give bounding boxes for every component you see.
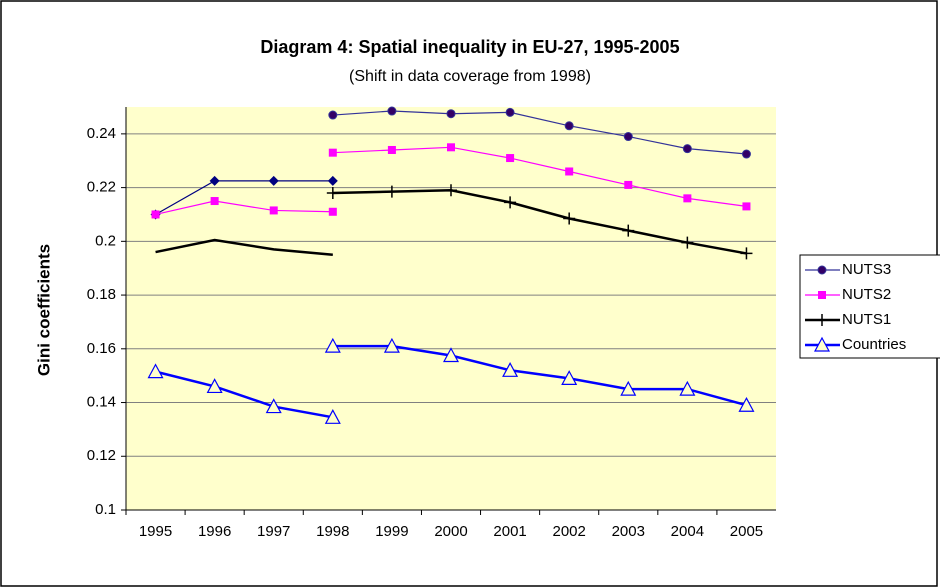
marker bbox=[327, 175, 338, 186]
y-tick-label: 0.1 bbox=[95, 501, 116, 518]
marker bbox=[147, 363, 164, 379]
marker bbox=[269, 206, 278, 215]
marker bbox=[326, 186, 339, 199]
y-axis-label: Gini coefficients bbox=[34, 244, 53, 376]
marker bbox=[622, 224, 635, 237]
legend-label: NUTS3 bbox=[842, 261, 891, 278]
x-tick-label: 1996 bbox=[198, 523, 231, 540]
marker bbox=[740, 247, 753, 260]
marker bbox=[206, 378, 223, 394]
y-tick-label: 0.24 bbox=[87, 125, 116, 142]
marker bbox=[623, 132, 633, 142]
marker bbox=[741, 149, 751, 159]
marker bbox=[447, 143, 455, 152]
marker bbox=[816, 314, 828, 326]
series-line bbox=[332, 189, 747, 255]
marker bbox=[502, 362, 519, 377]
y-tick-label: 0.16 bbox=[87, 340, 116, 357]
series-line bbox=[332, 146, 747, 208]
marker bbox=[681, 236, 694, 249]
marker bbox=[563, 212, 576, 225]
x-tick-label: 1995 bbox=[139, 523, 172, 540]
marker bbox=[813, 336, 831, 352]
marker bbox=[209, 175, 220, 186]
chart-title: Diagram 4: Spatial inequality in EU-27, … bbox=[260, 37, 679, 57]
series-line bbox=[155, 238, 333, 257]
marker bbox=[742, 202, 751, 211]
marker bbox=[679, 380, 696, 396]
series-line bbox=[332, 110, 747, 155]
y-tick-label: 0.22 bbox=[87, 179, 116, 196]
marker bbox=[324, 337, 341, 353]
marker bbox=[387, 106, 397, 116]
series-line bbox=[155, 180, 333, 215]
marker bbox=[328, 148, 337, 157]
marker bbox=[817, 265, 827, 275]
marker bbox=[738, 396, 755, 412]
marker bbox=[324, 409, 341, 424]
x-tick-label: 2005 bbox=[730, 523, 763, 540]
x-tick-label: 2000 bbox=[434, 523, 467, 540]
marker bbox=[268, 175, 279, 186]
chart-subtitle: (Shift in data coverage from 1998) bbox=[349, 68, 591, 85]
y-tick-label: 0.2 bbox=[95, 232, 116, 249]
marker bbox=[506, 154, 515, 163]
y-tick-label: 0.14 bbox=[87, 394, 116, 411]
marker bbox=[328, 110, 338, 120]
marker bbox=[210, 197, 219, 206]
marker bbox=[445, 184, 457, 197]
marker bbox=[446, 109, 456, 119]
x-tick-label: 2004 bbox=[671, 523, 704, 540]
marker bbox=[328, 207, 337, 216]
marker bbox=[682, 144, 692, 154]
x-tick-label: 2002 bbox=[552, 523, 585, 540]
series-line bbox=[155, 200, 333, 216]
marker bbox=[442, 347, 460, 363]
marker bbox=[387, 145, 396, 154]
x-tick-label: 1999 bbox=[375, 523, 408, 540]
marker bbox=[683, 194, 692, 203]
marker bbox=[151, 210, 160, 219]
marker bbox=[385, 185, 398, 198]
marker bbox=[265, 398, 282, 414]
marker bbox=[564, 121, 574, 131]
plot-area bbox=[126, 107, 776, 510]
legend-label: NUTS2 bbox=[842, 286, 891, 303]
legend-label: Countries bbox=[842, 336, 906, 353]
x-tick-label: 2001 bbox=[493, 523, 526, 540]
x-tick-label: 2003 bbox=[612, 523, 645, 540]
marker bbox=[620, 380, 637, 396]
marker bbox=[505, 107, 515, 117]
legend-label: NUTS1 bbox=[842, 311, 891, 328]
marker bbox=[624, 180, 633, 189]
y-tick-label: 0.12 bbox=[87, 447, 116, 464]
x-tick-label: 1997 bbox=[257, 523, 290, 540]
marker bbox=[561, 370, 578, 385]
y-tick-label: 0.18 bbox=[87, 286, 116, 303]
x-tick-label: 1998 bbox=[316, 523, 349, 540]
marker bbox=[383, 337, 400, 353]
marker bbox=[565, 167, 574, 176]
series-line bbox=[332, 344, 747, 407]
marker bbox=[504, 196, 517, 209]
series-line bbox=[155, 370, 334, 419]
marker bbox=[818, 291, 826, 299]
